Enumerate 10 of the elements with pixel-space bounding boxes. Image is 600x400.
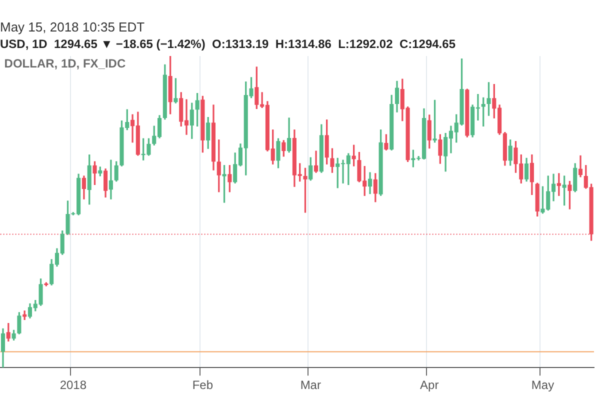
x-tick-label: Mar xyxy=(300,378,321,392)
chart-subtitle: USD, 1D 1294.65 ▼ −18.65 (−1.42%) O:1313.19 H:1314.86 L:1292.02 C:1294.65 xyxy=(0,37,456,52)
chart-title: May 15, 2018 10:35 EDT xyxy=(0,19,145,34)
x-tick-label: Feb xyxy=(192,378,214,392)
candlestick xyxy=(108,160,113,200)
x-tick-label: May xyxy=(531,378,554,392)
x-tick-label: Apr xyxy=(420,378,439,392)
annotation: DOLLAR, 1D, FX_IDC xyxy=(4,56,126,70)
candlestick xyxy=(314,150,318,173)
x-tick-label: 2018 xyxy=(60,378,87,392)
